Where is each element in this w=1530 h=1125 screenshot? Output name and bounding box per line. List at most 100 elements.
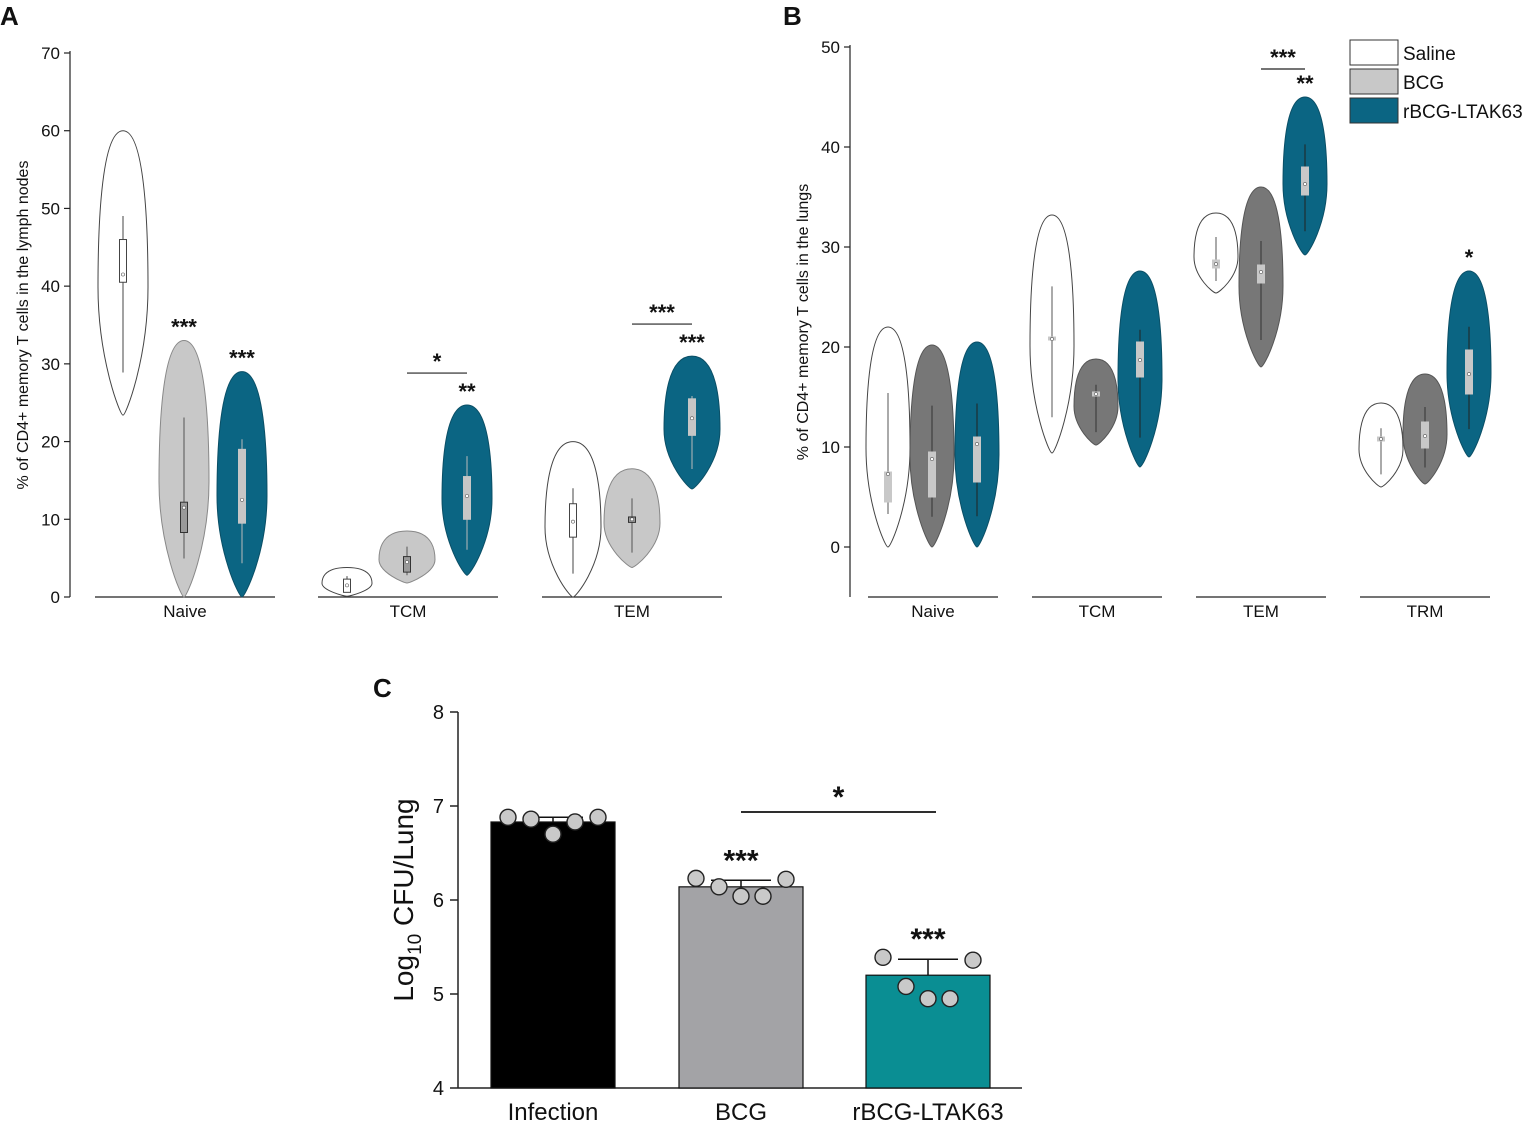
pa-violin-bcg-naive-iqr-box	[180, 501, 188, 533]
pb-significance-trm-rbcg-ltak63: *	[1465, 245, 1474, 270]
pb-violin-saline-tcm-median	[1050, 337, 1054, 341]
panel-label-c: C	[373, 673, 392, 703]
legend-swatch-saline	[1349, 39, 1399, 66]
pc-point-infection	[589, 808, 607, 826]
pc-point-rbcg-ltak63	[874, 948, 892, 967]
pc-bar-bcg	[678, 886, 804, 1089]
violin-chart-lungs: 0 10 20 30 40 50 % of CD4+ memory T cells in t…	[795, 38, 1492, 621]
pb-violin-bcg-tem-median	[1259, 270, 1263, 274]
violin-chart-lymph-nodes: 0 10 20 30 40 50 60 70 % of CD4+ memory T cells …	[15, 44, 722, 621]
pb-significance-tem-rbcg-ltak63: **	[1296, 71, 1314, 96]
pa-y-tick-label: 60	[41, 122, 60, 141]
pa-y-axis-label: % of CD4+ memory T cells in the lymph no…	[15, 161, 32, 490]
pb-violin-bcg-tcm-median	[1094, 392, 1098, 396]
pa-y-tick-label: 10	[41, 510, 60, 529]
pc-bracket-significance: *	[833, 781, 845, 814]
pc-y-tick-label: 6	[433, 890, 444, 912]
panel-label-a: A	[0, 1, 19, 31]
pa-category-label-tcm: TCM	[390, 602, 427, 621]
pa-bracket-significance-tcm: *	[433, 349, 442, 374]
pa-violin-saline-naive-iqr-box	[119, 239, 127, 283]
pa-y-tick-label: 30	[41, 355, 60, 374]
pc-bar-infection	[490, 821, 616, 1089]
pb-violin-rbcg-ltak63-trm-median	[1467, 372, 1471, 376]
panel-label-b: B	[783, 1, 802, 31]
pc-point-bcg	[687, 869, 705, 888]
pa-violin-rbcg-ltak63-tem-median	[690, 416, 694, 421]
pc-y-tick-label: 8	[433, 702, 444, 724]
legend-swatch-rbcg-ltak63	[1349, 97, 1399, 124]
pa-violin-saline-tcm-median	[345, 583, 349, 588]
pb-violin-saline-tem-median	[1214, 262, 1218, 266]
pa-violin-rbcg-ltak63-naive-median	[240, 497, 244, 502]
pb-category-label-tem: TEM	[1243, 602, 1279, 621]
pb-violin-rbcg-ltak63-naive-iqr-box	[973, 436, 981, 483]
pb-y-tick-label: 20	[821, 338, 840, 357]
pa-violin-rbcg-ltak63-tcm-median	[465, 494, 469, 498]
pb-violin-rbcg-ltak63-naive-median	[975, 442, 979, 446]
pc-significance-bcg: ***	[723, 844, 758, 877]
pc-point-rbcg-ltak63	[964, 951, 982, 969]
pc-category-label-infection: Infection	[508, 1099, 599, 1125]
bar-chart-cfu: 4 5 6 7 8 Log10 CFU/Lung Infection BCG rBCG-LTAK…	[388, 702, 1022, 1125]
pa-category-label-naive: Naive	[163, 602, 206, 621]
pa-y-tick-label: 50	[41, 199, 60, 218]
pb-y-tick-label: 40	[821, 138, 840, 157]
pc-point-bcg	[754, 887, 772, 905]
pb-y-tick-label: 0	[831, 538, 840, 557]
legend-label-saline: Saline	[1403, 44, 1456, 65]
legend-swatch-bcg	[1349, 68, 1399, 95]
pa-violin-saline-tem-median	[571, 519, 575, 524]
pa-significance-naive-bcg: ***	[171, 315, 197, 340]
pc-y-tick-label: 4	[433, 1078, 444, 1100]
pb-violin-saline-trm-median	[1379, 437, 1383, 441]
pb-violin-rbcg-ltak63-trm-iqr-box	[1465, 349, 1473, 395]
pa-y-tick-label: 70	[41, 44, 60, 63]
pc-point-infection	[522, 810, 540, 828]
pc-point-rbcg-ltak63	[897, 977, 915, 996]
pc-significance-rbcg-ltak63: ***	[910, 923, 945, 956]
pa-significance-tem-rbcg-ltak63: ***	[679, 330, 705, 355]
pb-y-tick-label: 10	[821, 438, 840, 457]
pb-bracket-significance-tem: ***	[1270, 45, 1296, 70]
pb-violin-bcg-naive-median	[930, 457, 934, 461]
pb-violin-rbcg-ltak63-tem-iqr-box	[1301, 166, 1309, 196]
pc-y-axis-label: Log10 CFU/Lung	[388, 798, 426, 1001]
pa-bracket-significance-tem: ***	[649, 300, 675, 325]
pc-point-bcg	[777, 870, 795, 889]
pa-violin-bcg-tcm-iqr-box	[403, 556, 411, 573]
pb-category-label-trm: TRM	[1407, 602, 1444, 621]
pa-violin-rbcg-ltak63-naive-iqr-box	[238, 448, 246, 524]
pa-y-tick-label: 0	[51, 588, 60, 607]
pa-y-tick-label: 40	[41, 277, 60, 296]
pb-violin-saline-naive-iqr-box	[884, 471, 892, 503]
pa-violin-bcg-tem-median	[630, 517, 634, 522]
pc-point-rbcg-ltak63	[919, 990, 937, 1008]
legend-label-bcg: BCG	[1403, 73, 1444, 94]
pa-significance-tcm-rbcg-ltak63: **	[458, 379, 476, 404]
pa-violin-saline-naive-median	[121, 272, 125, 277]
pc-category-label-rbcg-ltak63: rBCG-LTAK63	[852, 1099, 1003, 1125]
pc-point-infection	[544, 825, 562, 843]
pb-violin-rbcg-ltak63-tcm-median	[1138, 358, 1142, 362]
pb-violin-bcg-naive-iqr-box	[928, 451, 936, 498]
pb-y-tick-label: 30	[821, 238, 840, 257]
pa-y-tick-label: 20	[41, 433, 60, 452]
pc-y-tick-label: 5	[433, 984, 444, 1006]
legend-label-rbcg-ltak63: rBCG-LTAK63	[1403, 102, 1523, 123]
pa-violin-bcg-tcm-median	[405, 560, 409, 564]
pb-violin-bcg-tem-iqr-box	[1257, 264, 1265, 284]
pb-violin-rbcg-ltak63-tem-median	[1303, 182, 1307, 186]
pb-y-axis-label: % of CD4+ memory T cells in the lungs	[795, 184, 812, 460]
pc-y-tick-label: 7	[433, 796, 444, 818]
pa-category-label-tem: TEM	[614, 602, 650, 621]
pb-violin-bcg-trm-median	[1423, 434, 1427, 438]
pc-point-infection	[499, 808, 517, 826]
pb-category-label-naive: Naive	[911, 602, 954, 621]
pc-category-label-bcg: BCG	[715, 1099, 767, 1125]
pa-violin-bcg-naive-median	[182, 505, 186, 510]
pa-significance-naive-rbcg-ltak63: ***	[229, 346, 255, 371]
pb-y-tick-label: 50	[821, 38, 840, 57]
pc-point-rbcg-ltak63	[941, 990, 959, 1008]
